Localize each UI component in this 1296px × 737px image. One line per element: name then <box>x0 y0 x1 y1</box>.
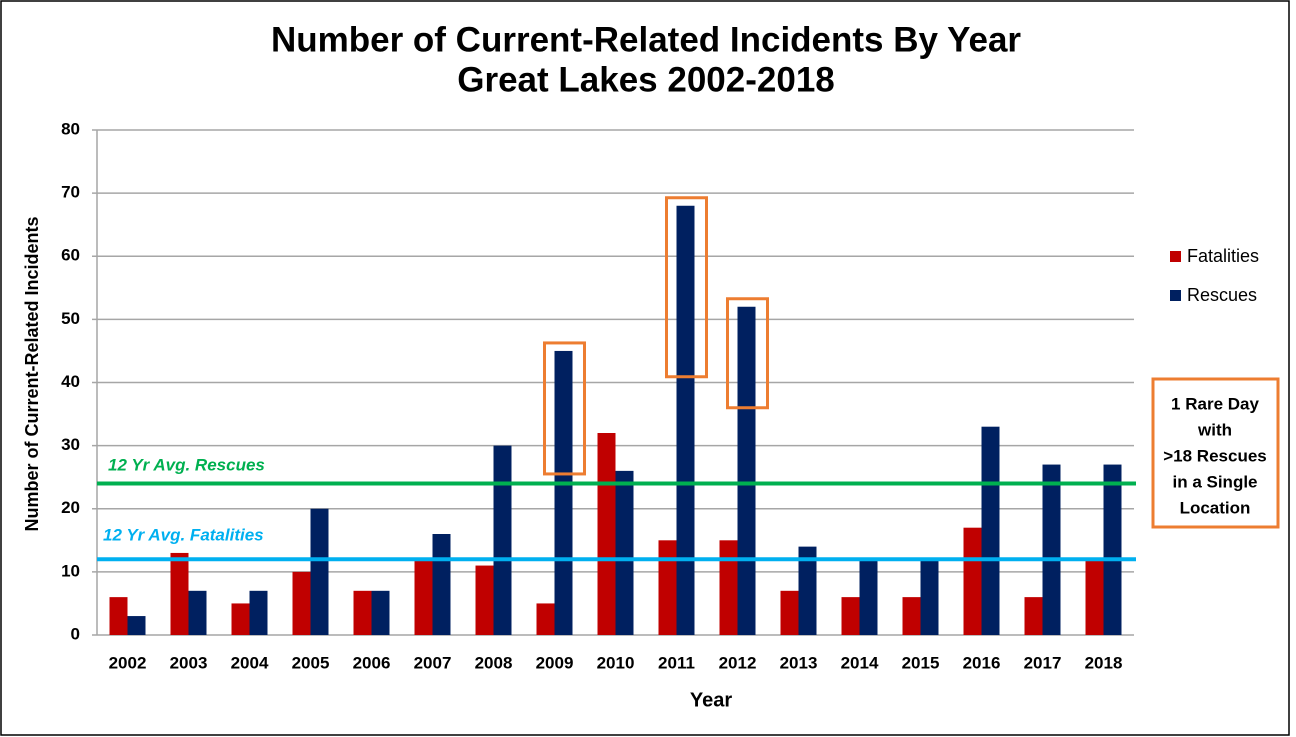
bar <box>658 540 677 635</box>
x-tick-label: 2017 <box>1024 653 1062 672</box>
highlight-box <box>543 341 586 476</box>
annotation-text: in a Single <box>1172 472 1257 491</box>
bar <box>493 445 512 635</box>
bar <box>414 559 433 635</box>
x-tick-label: 2009 <box>536 653 574 672</box>
x-tick-label: 2018 <box>1085 653 1123 672</box>
bar <box>371 590 390 635</box>
reference-label: 12 Yr Avg. Rescues <box>108 455 265 474</box>
y-tick-label: 80 <box>61 119 80 138</box>
annotation-text: with <box>1197 420 1232 439</box>
bar <box>615 470 634 635</box>
y-tick-label: 10 <box>61 561 80 580</box>
x-tick-label: 2015 <box>902 653 940 672</box>
bar <box>676 205 695 635</box>
legend-swatch <box>1170 251 1181 262</box>
bar <box>902 597 921 635</box>
bar <box>475 565 494 635</box>
bar <box>1103 464 1122 635</box>
bar <box>353 590 372 635</box>
x-tick-label: 2006 <box>353 653 391 672</box>
bar <box>1042 464 1061 635</box>
bar <box>798 546 817 635</box>
bar <box>963 527 982 635</box>
x-tick-label: 2010 <box>597 653 635 672</box>
y-tick-label: 50 <box>61 309 80 328</box>
y-tick-label: 30 <box>61 435 80 454</box>
bar <box>536 603 555 635</box>
bar <box>432 534 451 635</box>
bar <box>249 590 268 635</box>
y-tick-label: 0 <box>71 624 80 643</box>
chart-title: Number of Current-Related Incidents By Y… <box>271 20 1021 59</box>
legend-label: Rescues <box>1187 285 1257 305</box>
bar <box>231 603 250 635</box>
annotation-text: 1 Rare Day <box>1171 394 1259 413</box>
annotation-text: >18 Rescues <box>1163 446 1267 465</box>
reference-label: 12 Yr Avg. Fatalities <box>103 525 264 544</box>
bar <box>188 590 207 635</box>
x-tick-label: 2014 <box>841 653 879 672</box>
x-tick-label: 2005 <box>292 653 330 672</box>
x-tick-label: 2008 <box>475 653 513 672</box>
bar <box>292 571 311 635</box>
bar <box>859 559 878 635</box>
x-axis-title: Year <box>690 689 732 711</box>
highlight-box <box>726 297 769 410</box>
legend-swatch <box>1170 290 1181 301</box>
bar <box>780 590 799 635</box>
bar <box>737 306 756 635</box>
bar <box>1085 559 1104 635</box>
bar <box>170 552 189 635</box>
y-tick-label: 60 <box>61 246 80 265</box>
bar <box>310 508 329 635</box>
x-tick-label: 2011 <box>658 653 695 672</box>
bar <box>920 559 939 635</box>
y-tick-label: 70 <box>61 183 80 202</box>
chart-subtitle: Great Lakes 2002-2018 <box>457 60 835 99</box>
x-tick-label: 2007 <box>414 653 452 672</box>
bar <box>597 433 616 635</box>
legend-label: Fatalities <box>1187 246 1259 266</box>
bar <box>554 350 573 635</box>
y-axis-title: Number of Current-Related Incidents <box>22 216 42 531</box>
bar <box>719 540 738 635</box>
bar <box>127 616 146 635</box>
highlight-box <box>665 196 708 379</box>
bar <box>109 597 128 635</box>
x-tick-label: 2004 <box>231 653 269 672</box>
y-tick-label: 40 <box>61 372 80 391</box>
annotation-text: Location <box>1180 498 1251 517</box>
y-tick-label: 20 <box>61 498 80 517</box>
x-tick-label: 2002 <box>109 653 147 672</box>
x-tick-label: 2016 <box>963 653 1001 672</box>
x-tick-label: 2003 <box>170 653 208 672</box>
annotation-box <box>1151 377 1280 529</box>
x-tick-label: 2013 <box>780 653 818 672</box>
x-tick-label: 2012 <box>719 653 757 672</box>
bar <box>981 426 1000 635</box>
bar <box>841 597 860 635</box>
bar <box>1024 597 1043 635</box>
